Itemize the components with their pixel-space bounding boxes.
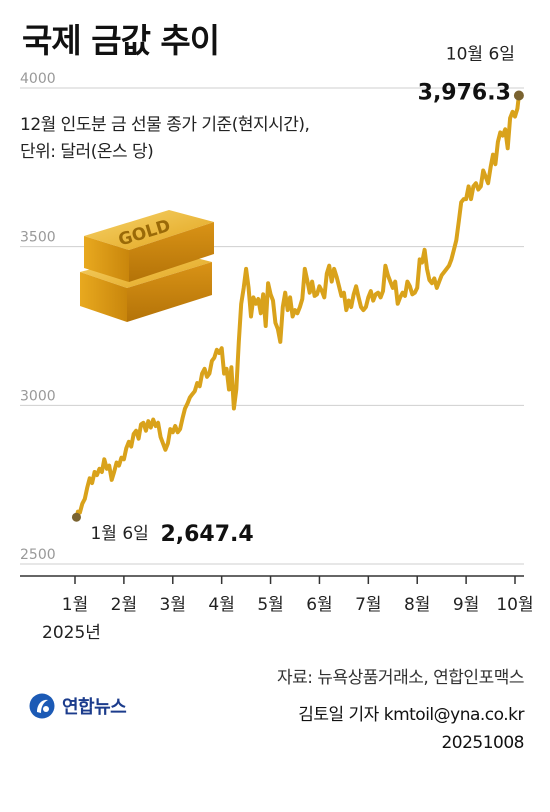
subtitle-line-1: 12월 인도분 금 선물 종가 기준(현지시간), — [20, 115, 310, 135]
yonhap-logo-text: 연합뉴스 — [62, 697, 127, 718]
x-tick-label: 9월 — [453, 595, 479, 615]
gold-bars-illustration: GOLD — [80, 210, 214, 322]
grid-layer — [20, 87, 524, 565]
start-value-label: 2,647.4 — [160, 522, 253, 547]
reporter-credit: 김토일 기자 kmtoil@yna.co.kr 20251008 — [298, 701, 524, 757]
y-tick-label: 3000 — [20, 388, 56, 404]
chart-subtitle: 12월 인도분 금 선물 종가 기준(현지시간), 단위: 달러(온스 당) — [20, 112, 310, 166]
x-tick-label: 6월 — [306, 595, 332, 615]
x-tick-label: 3월 — [160, 595, 186, 615]
x-tick-label: 10월 — [496, 595, 533, 615]
start-point-marker — [71, 512, 81, 522]
start-date-label: 1월 6일 — [90, 524, 148, 544]
x-year-label: 2025년 — [42, 623, 101, 643]
yonhap-logo-icon — [29, 693, 55, 719]
y-tick-label: 3500 — [20, 230, 56, 246]
x-tick-label: 1월 — [62, 595, 88, 615]
x-tick-layer: 1월 2월 3월 4월 5월 6월 7월 8월 9월 10월 — [20, 575, 534, 615]
end-point-marker — [513, 90, 524, 101]
subtitle-line-2: 단위: 달러(온스 당) — [20, 142, 154, 162]
x-tick-label: 2월 — [111, 595, 137, 615]
y-tick-labels: 2500 3000 3500 4000 — [20, 71, 56, 563]
source-credit: 자료: 뉴욕상품거래소, 연합인포맥스 — [276, 668, 525, 688]
x-tick-label: 5월 — [257, 595, 283, 615]
y-tick-label: 2500 — [20, 547, 56, 563]
end-value-label: 3,976.3 — [418, 81, 511, 106]
x-tick-label: 8월 — [404, 595, 430, 615]
yonhap-logo: 연합뉴스 — [28, 692, 127, 720]
reporter-name-email: 김토일 기자 kmtoil@yna.co.kr — [298, 705, 524, 725]
end-date-label: 10월 6일 — [446, 45, 515, 65]
x-tick-label: 7월 — [355, 595, 381, 615]
publish-date: 20251008 — [441, 733, 524, 753]
gold-price-line — [74, 93, 521, 520]
x-tick-label: 4월 — [208, 595, 234, 615]
y-tick-label: 4000 — [20, 71, 56, 87]
chart-title: 국제 금값 추이 — [22, 21, 220, 60]
